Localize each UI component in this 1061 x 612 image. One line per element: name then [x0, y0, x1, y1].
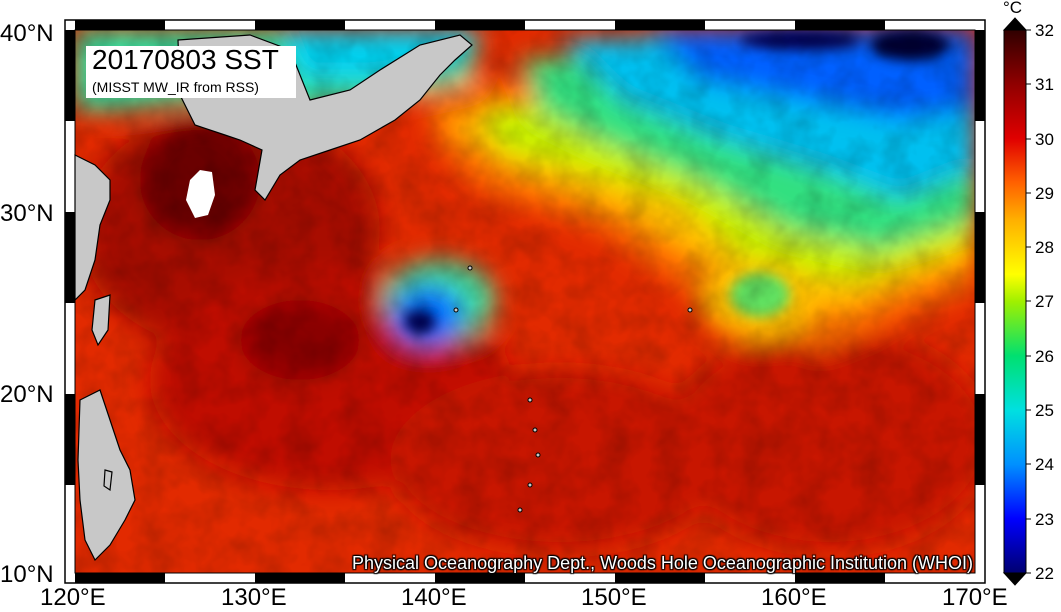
colorbar-tick: 22: [1035, 564, 1054, 583]
colorbar-unit: °C: [1003, 0, 1023, 17]
colorbar: [1002, 17, 1031, 586]
islands: [453, 265, 693, 513]
lon-label-140e: 140°E: [401, 584, 467, 611]
lat-label-30n: 30°N: [0, 200, 54, 227]
colorbar-tick: 27: [1035, 292, 1054, 311]
no-data-region: [186, 170, 215, 218]
colorbar-tick: 26: [1035, 347, 1054, 366]
map-title: 20170803 SST: [92, 44, 279, 75]
lon-label-160e: 160°E: [761, 584, 827, 611]
title-box: [86, 46, 296, 98]
colorbar-tick: 29: [1035, 184, 1054, 203]
colorbar-tick: 23: [1035, 510, 1054, 529]
sst-field: [75, 30, 975, 573]
colorbar-tick: 24: [1035, 455, 1054, 474]
colorbar-tick: 25: [1035, 401, 1054, 420]
colorbar-tick: 30: [1035, 130, 1054, 149]
colorbar-tick: 31: [1035, 75, 1054, 94]
lon-label-150e: 150°E: [581, 584, 647, 611]
colorbar-tick: 28: [1035, 238, 1054, 257]
lon-label-120e: 120°E: [40, 584, 106, 611]
lon-label-130e: 130°E: [221, 584, 287, 611]
colorbar-tick: 32: [1035, 21, 1054, 40]
lat-label-40n: 40°N: [0, 20, 54, 47]
lat-label-20n: 20°N: [0, 381, 54, 408]
map-frame: [64, 19, 986, 584]
lon-label-170e: 170°E: [942, 584, 1008, 611]
credit-text: Physical Oceanography Dept., Woods Hole …: [352, 553, 973, 573]
lat-label-10n: 10°N: [0, 561, 54, 588]
map-subtitle: (MISST MW_IR from RSS): [92, 79, 259, 95]
